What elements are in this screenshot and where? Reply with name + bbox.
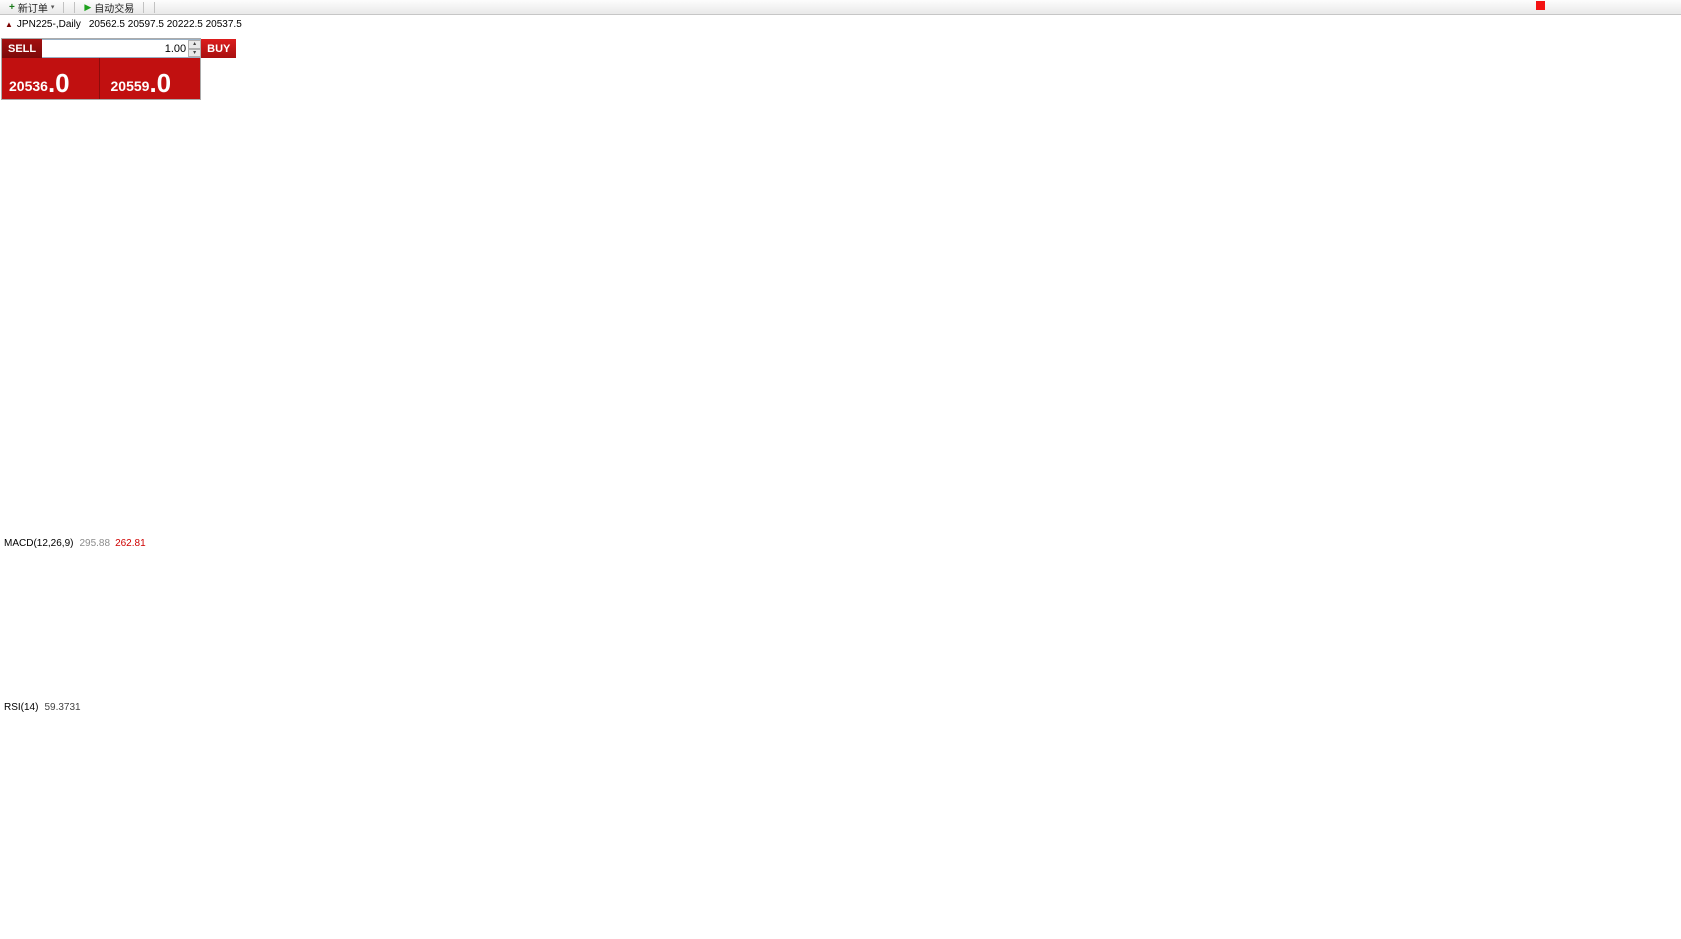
volume-input[interactable] <box>42 40 189 57</box>
macd-name: MACD(12,26,9) <box>4 538 74 549</box>
sell-button[interactable]: SELL <box>2 39 43 58</box>
buy-price-fraction: .0 <box>149 68 172 99</box>
auto-trading-label: 自动交易 <box>94 3 135 15</box>
volume-down-button[interactable]: ▾ <box>188 48 202 57</box>
sell-price-button[interactable]: 20536 .0 <box>2 58 99 99</box>
toolbar-separator <box>63 1 65 13</box>
play-icon: ▶ <box>84 1 92 12</box>
one-click-trading-panel: SELL ▴ ▾ BUY 20536 .0 20559 .0 <box>2 39 237 99</box>
one-click-collapse-arrow[interactable]: ▲ <box>5 20 13 29</box>
buy-price-button[interactable]: 20559 .0 <box>98 58 201 99</box>
volume-stepper: ▴ ▾ <box>188 40 202 57</box>
sell-price-main: 20536 <box>9 77 48 94</box>
main-toolbar: + 新订单 ▾ ▶ 自动交易 <box>0 0 1681 15</box>
chart-legend: ▲ JPN225-,Daily 20562.5 20597.5 20222.5 20… <box>5 19 242 30</box>
new-order-button[interactable]: + 新订单 ▾ <box>5 1 58 15</box>
symbol-period-label: JPN225-,Daily <box>16 19 81 30</box>
macd-label: MACD(12,26,9) 295.88 262.81 <box>4 538 146 549</box>
volume-box: ▴ ▾ <box>42 39 202 58</box>
buy-price-main: 20559 <box>110 77 150 94</box>
ohlc-values: 20562.5 20597.5 20222.5 20537.5 <box>88 19 242 30</box>
volume-up-button[interactable]: ▴ <box>188 40 202 49</box>
toolbar-separator <box>154 1 156 13</box>
sell-price-fraction: .0 <box>47 68 70 99</box>
toolbar-separator <box>143 1 145 13</box>
top-right-marker <box>1536 1 1545 10</box>
new-order-label: 新订单 <box>17 3 48 15</box>
toolbar-separator <box>74 1 76 13</box>
macd-main-value: 295.88 <box>79 538 111 549</box>
rsi-label: RSI(14) 59.3731 <box>4 702 81 713</box>
new-order-icon: + <box>9 1 15 13</box>
chevron-down-icon: ▾ <box>50 4 55 11</box>
macd-signal-value: 262.81 <box>115 538 146 549</box>
auto-trading-button[interactable]: ▶ 自动交易 <box>80 1 138 15</box>
buy-button[interactable]: BUY <box>201 39 237 58</box>
rsi-name: RSI(14) <box>4 702 39 713</box>
rsi-value: 59.3731 <box>44 702 81 713</box>
